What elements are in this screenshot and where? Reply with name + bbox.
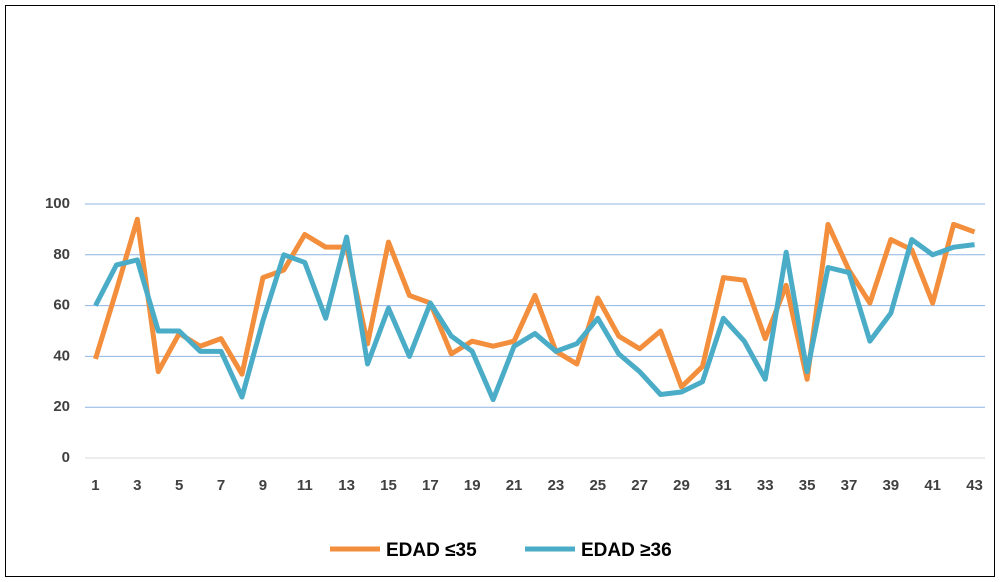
- x-tick-label: 27: [631, 477, 648, 494]
- y-tick-label: 40: [53, 347, 70, 364]
- x-tick-label: 7: [217, 477, 225, 494]
- x-tick-label: 41: [924, 477, 941, 494]
- x-tick-label: 43: [966, 477, 983, 494]
- x-tick-label: 9: [259, 477, 267, 494]
- x-tick-label: 3: [133, 477, 141, 494]
- x-tick-label: 29: [673, 477, 690, 494]
- x-tick-label: 35: [799, 477, 816, 494]
- y-tick-label: 100: [45, 195, 70, 212]
- y-tick-label: 80: [53, 246, 70, 263]
- x-tick-label: 5: [175, 477, 183, 494]
- x-tick-label: 11: [297, 477, 313, 494]
- series-line: [93, 234, 975, 403]
- x-tick-label: 31: [715, 477, 732, 494]
- x-tick-label: 37: [841, 477, 858, 494]
- x-tick-label: 15: [380, 477, 397, 494]
- x-tick-label: 19: [464, 477, 481, 494]
- chart-border: [5, 5, 995, 577]
- series-line: [93, 216, 976, 390]
- x-tick-label: 33: [757, 477, 774, 494]
- x-tick-label: 1: [91, 477, 99, 494]
- x-tick-label: 13: [338, 477, 355, 494]
- y-tick-label: 20: [53, 398, 70, 415]
- legend-label: EDAD ≥36: [581, 540, 672, 561]
- x-tick-label: 39: [882, 477, 899, 494]
- y-tick-label: 60: [53, 297, 70, 314]
- x-tick-label: 25: [589, 477, 606, 494]
- y-tick-label: 0: [62, 449, 70, 466]
- x-tick-label: 21: [506, 477, 523, 494]
- x-tick-label: 23: [548, 477, 565, 494]
- legend-label: EDAD ≤35: [386, 540, 477, 561]
- x-tick-label: 17: [422, 477, 439, 494]
